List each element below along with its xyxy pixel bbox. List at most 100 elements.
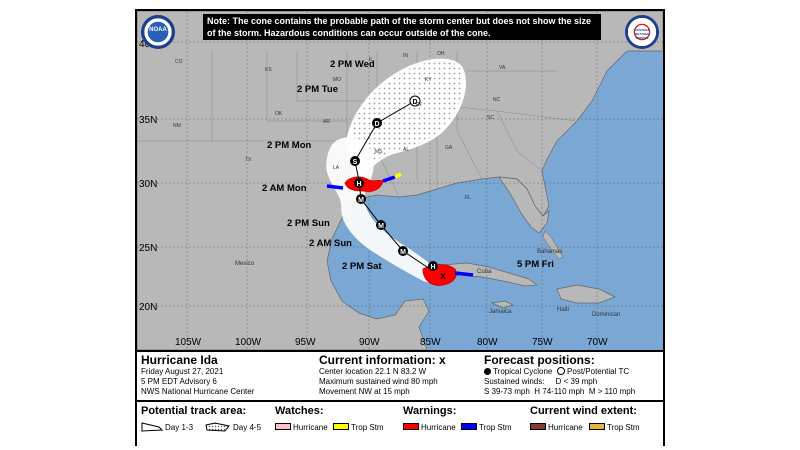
- svg-text:AL: AL: [403, 147, 409, 153]
- day-4-5-swatch: [205, 422, 230, 432]
- legend-separator: [137, 400, 663, 402]
- svg-text:TN: TN: [415, 102, 422, 108]
- sustained-winds-key: Sustained winds: D < 39 mph: [484, 377, 598, 386]
- svg-text:80W: 80W: [477, 337, 498, 348]
- forecast-map: D D S H M M M H x 2 PM Wed 2 PM Tue: [137, 11, 663, 350]
- nws-logo-text: NATIONAL WEATHER SERVICE: [634, 28, 650, 40]
- svg-text:MS: MS: [375, 149, 383, 155]
- svg-text:KY: KY: [425, 77, 432, 83]
- svg-text:MO: MO: [333, 77, 341, 83]
- issuing-center: NWS National Hurricane Center: [141, 387, 255, 396]
- noaa-logo: NOAA: [141, 15, 175, 49]
- marker-letter: S: [353, 159, 358, 166]
- longitude-labels: 105W 100W 95W 90W 85W 80W 75W 70W: [175, 337, 608, 348]
- cone-day-4-5: [345, 58, 466, 185]
- svg-text:Jamaica: Jamaica: [489, 309, 512, 315]
- svg-text:TX: TX: [245, 157, 252, 163]
- time-label: 2 AM Mon: [262, 183, 307, 194]
- country-labels: Mexico Cuba Dominican Jamaica Haiti Baha…: [235, 249, 620, 318]
- svg-text:100W: 100W: [235, 337, 262, 348]
- warnings-title: Warnings:: [403, 405, 457, 417]
- day-1-3-label: Day 1-3: [165, 423, 194, 432]
- time-label: 5 PM Fri: [517, 259, 554, 270]
- svg-text:OH: OH: [437, 51, 445, 57]
- time-label: 2 PM Sat: [342, 261, 382, 272]
- svg-text:Cuba: Cuba: [477, 269, 492, 275]
- svg-text:NM: NM: [173, 123, 181, 129]
- track-markers: D D S H M M M H x: [350, 95, 446, 282]
- storm-date: Friday August 27, 2021: [141, 367, 224, 376]
- trop-storm-wind-swatch: [589, 423, 605, 430]
- marker-letter: H: [430, 264, 435, 271]
- time-label: 2 PM Wed: [330, 59, 375, 70]
- svg-text:20N: 20N: [139, 302, 157, 313]
- forecast-track: [354, 100, 434, 272]
- marker-letter: M: [358, 197, 364, 204]
- svg-text:OK: OK: [275, 111, 283, 117]
- svg-text:105W: 105W: [175, 337, 202, 348]
- svg-text:Dominican: Dominican: [592, 312, 620, 318]
- time-label: 2 PM Tue: [297, 84, 338, 95]
- forecast-positions-title: Forecast positions:: [484, 353, 595, 367]
- trop-storm-watch-swatch: [333, 423, 349, 430]
- trop-storm-watch-gulf: [394, 172, 402, 179]
- land-hispaniola: [556, 284, 616, 304]
- svg-text:Bahamas: Bahamas: [537, 249, 562, 255]
- svg-text:NC: NC: [493, 97, 501, 103]
- svg-text:AR: AR: [323, 119, 330, 125]
- open-circle-icon: [556, 367, 565, 375]
- svg-text:70W: 70W: [587, 337, 608, 348]
- land-florida: [498, 176, 550, 234]
- marker-letter: M: [378, 223, 384, 230]
- hurricane-wind-swatch: [530, 423, 546, 430]
- svg-text:Haiti: Haiti: [557, 307, 569, 313]
- svg-text:LA: LA: [333, 165, 340, 171]
- storm-name: Hurricane Ida: [141, 353, 218, 367]
- trop-storm-warning-swatch: [461, 423, 477, 430]
- svg-text:25N: 25N: [139, 243, 157, 254]
- svg-text:35N: 35N: [139, 115, 157, 126]
- svg-text:KS: KS: [265, 67, 272, 73]
- hurricane-warning-swatch: [403, 423, 419, 430]
- day-4-5-label: Day 4-5: [233, 423, 262, 432]
- tropical-cyclone-key: Tropical Cyclone Post/Potential TC: [484, 367, 629, 376]
- hurricane-graphic: D D S H M M M H x 2 PM Wed 2 PM Tue: [135, 9, 665, 446]
- tropical-storm-warning-cuba: [454, 271, 474, 277]
- storm-advisory: 5 PM EDT Advisory 6: [141, 377, 217, 386]
- marker-letter: M: [400, 249, 406, 256]
- wind-category-key: S 39-73 mph H 74-110 mph M > 110 mph: [484, 387, 636, 396]
- wind-extent-title: Current wind extent:: [530, 405, 637, 417]
- svg-text:30N: 30N: [139, 179, 157, 190]
- nws-logo: NATIONAL WEATHER SERVICE: [625, 15, 659, 49]
- center-location: Center location 22.1 N 83.2 W: [319, 367, 427, 376]
- cone-note: Note: The cone contains the probable pat…: [203, 14, 601, 40]
- day-1-3-swatch: [141, 422, 163, 432]
- time-label: 2 PM Mon: [267, 140, 312, 151]
- marker-letter: H: [356, 181, 361, 188]
- svg-text:FL: FL: [465, 195, 471, 201]
- svg-text:75W: 75W: [532, 337, 553, 348]
- svg-text:90W: 90W: [359, 337, 380, 348]
- noaa-logo-text: NOAA: [149, 27, 167, 33]
- land-bahamas: [542, 230, 564, 260]
- max-wind: Maximum sustained wind 80 mph: [319, 377, 438, 386]
- tropical-storm-warning-west: [326, 184, 344, 190]
- time-label: 2 PM Sun: [287, 218, 330, 229]
- filled-circle-icon: [484, 368, 491, 375]
- hurricane-watch-label: Hurricane: [293, 423, 328, 432]
- movement: Movement NW at 15 mph: [319, 387, 410, 396]
- trop-storm-wind-label: Trop Stm: [607, 423, 640, 432]
- svg-text:IN: IN: [403, 53, 408, 59]
- legend: Hurricane Ida Friday August 27, 2021 5 P…: [137, 350, 663, 446]
- svg-text:SC: SC: [487, 115, 494, 121]
- marker-letter: D: [374, 121, 379, 128]
- land-jamaica: [490, 300, 514, 309]
- time-label: 2 AM Sun: [309, 238, 352, 249]
- time-labels: 2 PM Wed 2 PM Tue 2 PM Mon 2 AM Mon 2 PM…: [262, 59, 554, 272]
- current-position-x: x: [440, 271, 446, 282]
- svg-text:GA: GA: [445, 145, 453, 151]
- hurricane-warning-label: Hurricane: [421, 423, 456, 432]
- svg-text:85W: 85W: [420, 337, 441, 348]
- hurricane-wind-label: Hurricane: [548, 423, 583, 432]
- track-area-title: Potential track area:: [141, 405, 247, 417]
